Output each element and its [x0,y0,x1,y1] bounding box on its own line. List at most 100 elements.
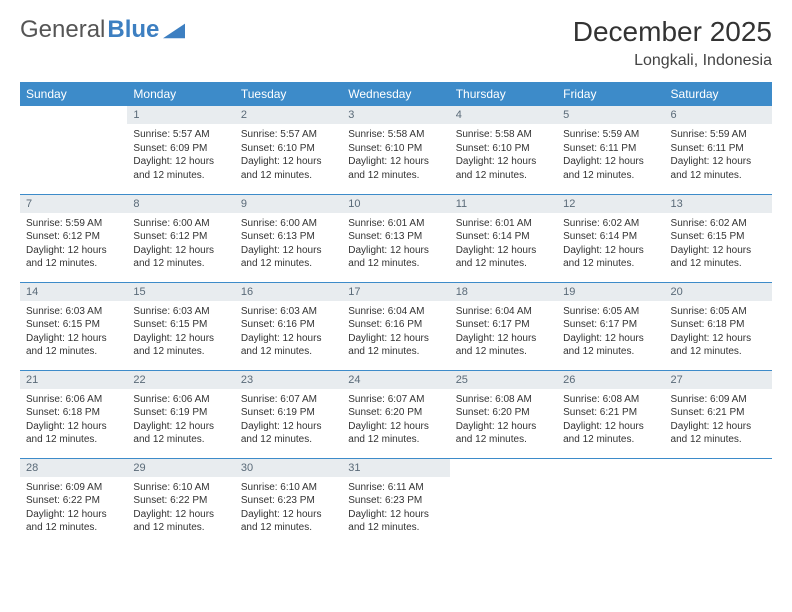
sunset-line: Sunset: 6:15 PM [671,230,766,244]
calendar-row: 1Sunrise: 5:57 AMSunset: 6:09 PMDaylight… [20,106,772,194]
day-body: Sunrise: 6:10 AMSunset: 6:22 PMDaylight:… [127,477,234,541]
sunrise-line: Sunrise: 6:07 AM [241,393,336,407]
daylight-line: Daylight: 12 hours and 12 minutes. [348,332,443,359]
calendar-cell: 30Sunrise: 6:10 AMSunset: 6:23 PMDayligh… [235,458,342,546]
calendar-cell: 25Sunrise: 6:08 AMSunset: 6:20 PMDayligh… [450,370,557,458]
daylight-line: Daylight: 12 hours and 12 minutes. [26,244,121,271]
calendar-cell [450,458,557,546]
day-body: Sunrise: 6:07 AMSunset: 6:19 PMDaylight:… [235,389,342,453]
sunset-line: Sunset: 6:17 PM [456,318,551,332]
sunset-line: Sunset: 6:16 PM [241,318,336,332]
calendar-cell: 11Sunrise: 6:01 AMSunset: 6:14 PMDayligh… [450,194,557,282]
calendar-cell: 29Sunrise: 6:10 AMSunset: 6:22 PMDayligh… [127,458,234,546]
daylight-line: Daylight: 12 hours and 12 minutes. [241,508,336,535]
calendar-cell [665,458,772,546]
daylight-line: Daylight: 12 hours and 12 minutes. [241,244,336,271]
calendar-cell: 17Sunrise: 6:04 AMSunset: 6:16 PMDayligh… [342,282,449,370]
brand-text-1: General [20,16,105,44]
day-body: Sunrise: 5:58 AMSunset: 6:10 PMDaylight:… [342,124,449,188]
day-body: Sunrise: 6:04 AMSunset: 6:17 PMDaylight:… [450,301,557,365]
daylight-line: Daylight: 12 hours and 12 minutes. [671,244,766,271]
sunrise-line: Sunrise: 6:05 AM [671,305,766,319]
sunrise-line: Sunrise: 6:05 AM [563,305,658,319]
calendar-cell: 3Sunrise: 5:58 AMSunset: 6:10 PMDaylight… [342,106,449,194]
sunset-line: Sunset: 6:21 PM [671,406,766,420]
day-body: Sunrise: 6:03 AMSunset: 6:15 PMDaylight:… [20,301,127,365]
day-body: Sunrise: 6:02 AMSunset: 6:15 PMDaylight:… [665,213,772,277]
calendar-cell: 21Sunrise: 6:06 AMSunset: 6:18 PMDayligh… [20,370,127,458]
day-body: Sunrise: 6:00 AMSunset: 6:13 PMDaylight:… [235,213,342,277]
day-number: 10 [342,195,449,213]
daylight-line: Daylight: 12 hours and 12 minutes. [563,155,658,182]
day-body: Sunrise: 6:06 AMSunset: 6:18 PMDaylight:… [20,389,127,453]
calendar-cell: 31Sunrise: 6:11 AMSunset: 6:23 PMDayligh… [342,458,449,546]
calendar-row: 28Sunrise: 6:09 AMSunset: 6:22 PMDayligh… [20,458,772,546]
daylight-line: Daylight: 12 hours and 12 minutes. [241,332,336,359]
sunset-line: Sunset: 6:12 PM [26,230,121,244]
sunrise-line: Sunrise: 6:06 AM [133,393,228,407]
daylight-line: Daylight: 12 hours and 12 minutes. [671,420,766,447]
calendar-cell: 16Sunrise: 6:03 AMSunset: 6:16 PMDayligh… [235,282,342,370]
calendar-cell: 14Sunrise: 6:03 AMSunset: 6:15 PMDayligh… [20,282,127,370]
sunrise-line: Sunrise: 5:59 AM [563,128,658,142]
sunrise-line: Sunrise: 5:59 AM [26,217,121,231]
day-header: Thursday [450,82,557,106]
daylight-line: Daylight: 12 hours and 12 minutes. [133,508,228,535]
calendar-row: 21Sunrise: 6:06 AMSunset: 6:18 PMDayligh… [20,370,772,458]
sunset-line: Sunset: 6:16 PM [348,318,443,332]
title-block: December 2025 Longkali, Indonesia [573,16,772,70]
day-body: Sunrise: 6:02 AMSunset: 6:14 PMDaylight:… [557,213,664,277]
sunset-line: Sunset: 6:21 PM [563,406,658,420]
sunset-line: Sunset: 6:11 PM [563,142,658,156]
sunrise-line: Sunrise: 5:57 AM [241,128,336,142]
sunset-line: Sunset: 6:22 PM [133,494,228,508]
day-body: Sunrise: 6:04 AMSunset: 6:16 PMDaylight:… [342,301,449,365]
sunrise-line: Sunrise: 6:01 AM [348,217,443,231]
daylight-line: Daylight: 12 hours and 12 minutes. [348,420,443,447]
day-header: Saturday [665,82,772,106]
sunrise-line: Sunrise: 6:08 AM [456,393,551,407]
calendar-body: 1Sunrise: 5:57 AMSunset: 6:09 PMDaylight… [20,106,772,546]
sunset-line: Sunset: 6:14 PM [563,230,658,244]
calendar-head: SundayMondayTuesdayWednesdayThursdayFrid… [20,82,772,106]
sunrise-line: Sunrise: 6:03 AM [133,305,228,319]
sunrise-line: Sunrise: 6:08 AM [563,393,658,407]
daylight-line: Daylight: 12 hours and 12 minutes. [348,508,443,535]
daylight-line: Daylight: 12 hours and 12 minutes. [348,244,443,271]
day-header: Friday [557,82,664,106]
day-number: 21 [20,371,127,389]
day-body: Sunrise: 6:09 AMSunset: 6:22 PMDaylight:… [20,477,127,541]
day-header: Sunday [20,82,127,106]
day-body: Sunrise: 6:08 AMSunset: 6:21 PMDaylight:… [557,389,664,453]
calendar-cell: 4Sunrise: 5:58 AMSunset: 6:10 PMDaylight… [450,106,557,194]
sunrise-line: Sunrise: 6:03 AM [26,305,121,319]
calendar-cell: 19Sunrise: 6:05 AMSunset: 6:17 PMDayligh… [557,282,664,370]
sunrise-line: Sunrise: 6:11 AM [348,481,443,495]
sunset-line: Sunset: 6:15 PM [26,318,121,332]
sunset-line: Sunset: 6:20 PM [456,406,551,420]
sunset-line: Sunset: 6:13 PM [348,230,443,244]
brand-triangle-icon [163,21,185,39]
daylight-line: Daylight: 12 hours and 12 minutes. [563,244,658,271]
title-location: Longkali, Indonesia [573,52,772,70]
calendar-cell: 23Sunrise: 6:07 AMSunset: 6:19 PMDayligh… [235,370,342,458]
day-number: 16 [235,283,342,301]
calendar-cell: 28Sunrise: 6:09 AMSunset: 6:22 PMDayligh… [20,458,127,546]
sunset-line: Sunset: 6:17 PM [563,318,658,332]
day-number: 3 [342,106,449,124]
day-number: 5 [557,106,664,124]
daylight-line: Daylight: 12 hours and 12 minutes. [241,420,336,447]
sunset-line: Sunset: 6:10 PM [456,142,551,156]
day-body: Sunrise: 5:57 AMSunset: 6:09 PMDaylight:… [127,124,234,188]
day-body: Sunrise: 6:07 AMSunset: 6:20 PMDaylight:… [342,389,449,453]
day-header: Monday [127,82,234,106]
day-body: Sunrise: 6:03 AMSunset: 6:16 PMDaylight:… [235,301,342,365]
daylight-line: Daylight: 12 hours and 12 minutes. [456,420,551,447]
day-body: Sunrise: 5:59 AMSunset: 6:12 PMDaylight:… [20,213,127,277]
daylight-line: Daylight: 12 hours and 12 minutes. [26,332,121,359]
day-body: Sunrise: 5:58 AMSunset: 6:10 PMDaylight:… [450,124,557,188]
sunrise-line: Sunrise: 6:06 AM [26,393,121,407]
day-number: 23 [235,371,342,389]
calendar-cell: 22Sunrise: 6:06 AMSunset: 6:19 PMDayligh… [127,370,234,458]
day-number: 24 [342,371,449,389]
